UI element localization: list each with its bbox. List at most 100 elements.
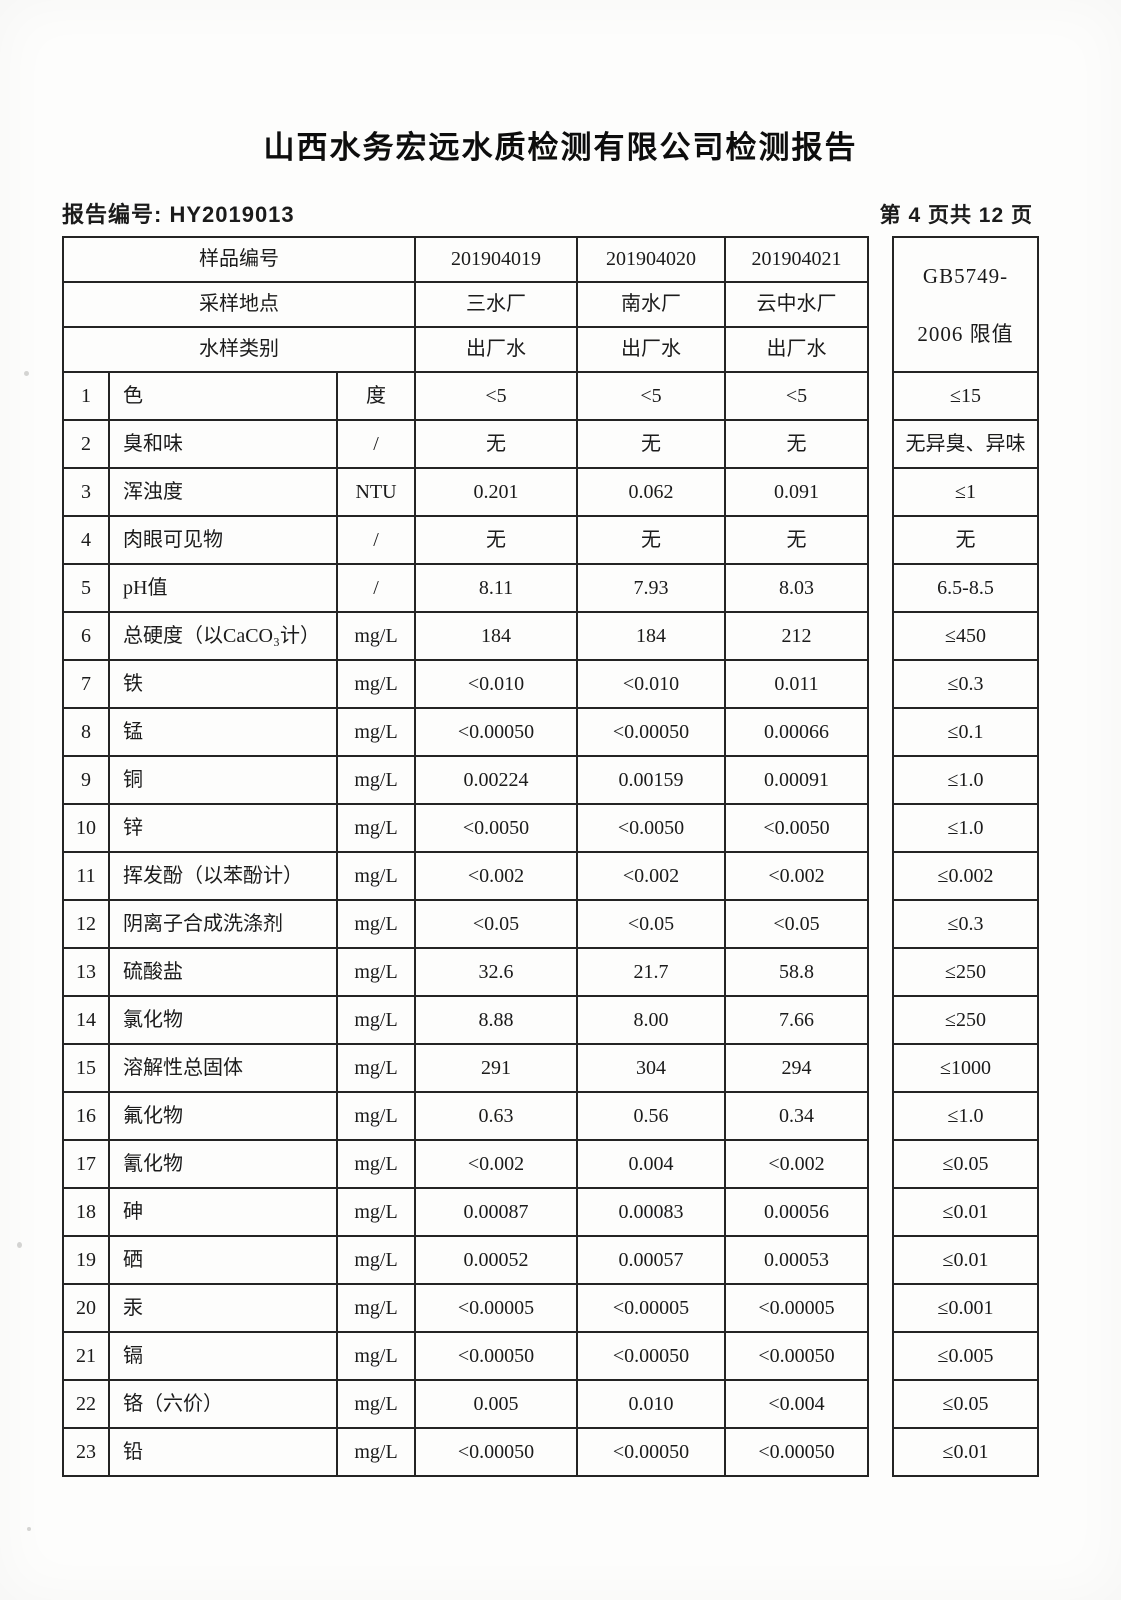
value-cell-sample1: 291	[416, 1045, 578, 1093]
sample-id-1: 201904019	[416, 238, 578, 283]
unit-cell: mg/L	[338, 997, 416, 1045]
unit-cell: mg/L	[338, 805, 416, 853]
unit-cell: mg/L	[338, 1093, 416, 1141]
value-cell-sample1: 8.11	[416, 565, 578, 613]
value-cell-sample2: 无	[578, 517, 726, 565]
limit-cell: ≤0.3	[894, 901, 1039, 949]
limit-cell: ≤0.05	[894, 1381, 1039, 1429]
sample-id-3: 201904021	[726, 238, 869, 283]
value-cell-sample3: 8.03	[726, 565, 869, 613]
limit-cell: ≤1.0	[894, 757, 1039, 805]
limit-cell: ≤0.01	[894, 1189, 1039, 1237]
value-cell-sample2: 无	[578, 421, 726, 469]
value-cell-sample2: 184	[578, 613, 726, 661]
param-name-cell: 汞	[110, 1285, 338, 1333]
unit-cell: mg/L	[338, 1285, 416, 1333]
sample-location-1: 三水厂	[416, 283, 578, 328]
row-number-cell: 20	[64, 1285, 110, 1333]
value-cell-sample3: 212	[726, 613, 869, 661]
value-cell-sample1: <0.0050	[416, 805, 578, 853]
header-label-water-type: 水样类别	[64, 328, 416, 373]
unit-cell: mg/L	[338, 1237, 416, 1285]
limit-column-header: GB5749- 2006 限值	[894, 238, 1039, 373]
value-cell-sample3: <0.00005	[726, 1285, 869, 1333]
row-number-cell: 19	[64, 1237, 110, 1285]
value-cell-sample3: 58.8	[726, 949, 869, 997]
param-name-cell: 铅	[110, 1429, 338, 1477]
unit-cell: /	[338, 565, 416, 613]
sample-type-1: 出厂水	[416, 328, 578, 373]
unit-cell: NTU	[338, 469, 416, 517]
row-number-cell: 14	[64, 997, 110, 1045]
limit-cell: ≤1.0	[894, 805, 1039, 853]
value-cell-sample2: 0.00159	[578, 757, 726, 805]
value-cell-sample1: <0.010	[416, 661, 578, 709]
value-cell-sample2: <0.002	[578, 853, 726, 901]
param-name-cell: 氯化物	[110, 997, 338, 1045]
scan-speck	[17, 1242, 22, 1248]
value-cell-sample3: 0.34	[726, 1093, 869, 1141]
value-cell-sample3: 0.00053	[726, 1237, 869, 1285]
limit-column: GB5749- 2006 限值 ≤15 无异臭、异味 ≤1 无 6.5-8.5 …	[892, 236, 1039, 1477]
row-number-cell: 6	[64, 613, 110, 661]
unit-cell: /	[338, 421, 416, 469]
row-number-cell: 1	[64, 373, 110, 421]
param-name-cell: 氰化物	[110, 1141, 338, 1189]
row-number-cell: 4	[64, 517, 110, 565]
unit-cell: mg/L	[338, 949, 416, 997]
unit-cell: mg/L	[338, 1045, 416, 1093]
sample-location-3: 云中水厂	[726, 283, 869, 328]
unit-cell: mg/L	[338, 1189, 416, 1237]
limit-cell: ≤450	[894, 613, 1039, 661]
value-cell-sample1: 0.201	[416, 469, 578, 517]
limit-cell: 无	[894, 517, 1039, 565]
value-cell-sample2: <0.00050	[578, 709, 726, 757]
value-cell-sample2: 0.00083	[578, 1189, 726, 1237]
row-number-cell: 2	[64, 421, 110, 469]
unit-cell: mg/L	[338, 853, 416, 901]
param-name-cell: 铬（六价）	[110, 1381, 338, 1429]
param-name-cell: 氟化物	[110, 1093, 338, 1141]
param-name-cell: 铁	[110, 661, 338, 709]
limit-cell: 6.5-8.5	[894, 565, 1039, 613]
sample-id-2: 201904020	[578, 238, 726, 283]
limit-cell: 无异臭、异味	[894, 421, 1039, 469]
value-cell-sample2: 7.93	[578, 565, 726, 613]
unit-cell: mg/L	[338, 709, 416, 757]
limit-cell: ≤1000	[894, 1045, 1039, 1093]
page-indicator: 第 4 页共 12 页	[879, 204, 1033, 227]
value-cell-sample3: <0.002	[726, 853, 869, 901]
row-number-cell: 18	[64, 1189, 110, 1237]
value-cell-sample1: 0.00087	[416, 1189, 578, 1237]
param-name-cell: 挥发酚（以苯酚计）	[110, 853, 338, 901]
report-number: 报告编号: HY2019013	[62, 202, 295, 227]
unit-cell: mg/L	[338, 757, 416, 805]
limit-cell: ≤0.3	[894, 661, 1039, 709]
limit-cell: ≤0.01	[894, 1429, 1039, 1477]
param-name-cell: 肉眼可见物	[110, 517, 338, 565]
unit-cell: mg/L	[338, 1429, 416, 1477]
param-name-cell: 阴离子合成洗涤剂	[110, 901, 338, 949]
value-cell-sample1: <0.002	[416, 1141, 578, 1189]
value-cell-sample3: 无	[726, 517, 869, 565]
param-name-cell: 臭和味	[110, 421, 338, 469]
value-cell-sample3: 0.091	[726, 469, 869, 517]
row-number-cell: 21	[64, 1333, 110, 1381]
value-cell-sample1: <0.00050	[416, 709, 578, 757]
value-cell-sample2: 8.00	[578, 997, 726, 1045]
limit-cell: ≤250	[894, 949, 1039, 997]
row-number-cell: 5	[64, 565, 110, 613]
unit-cell: mg/L	[338, 613, 416, 661]
value-cell-sample1: <0.05	[416, 901, 578, 949]
unit-cell: mg/L	[338, 1141, 416, 1189]
value-cell-sample1: 0.00052	[416, 1237, 578, 1285]
row-number-cell: 11	[64, 853, 110, 901]
value-cell-sample3: <0.00050	[726, 1429, 869, 1477]
sample-type-2: 出厂水	[578, 328, 726, 373]
value-cell-sample2: 0.00057	[578, 1237, 726, 1285]
value-cell-sample2: 0.062	[578, 469, 726, 517]
value-cell-sample1: <0.00050	[416, 1333, 578, 1381]
value-cell-sample1: 0.005	[416, 1381, 578, 1429]
value-cell-sample2: 0.56	[578, 1093, 726, 1141]
